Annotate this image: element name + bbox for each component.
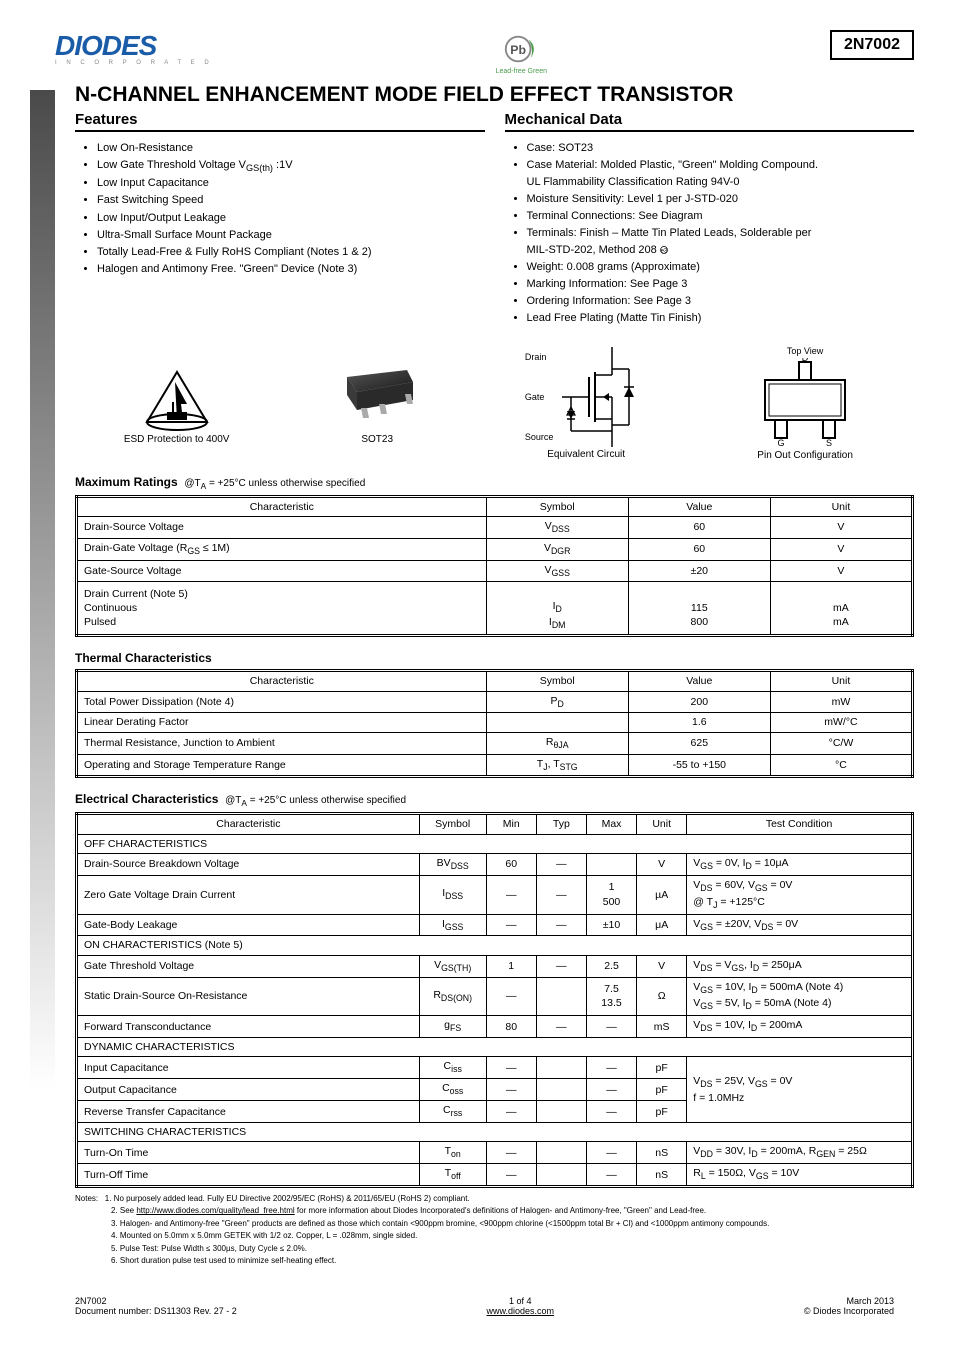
note-line: 6. Short duration pulse test used to min… [55, 1256, 914, 1266]
table-row: Operating and Storage Temperature RangeT… [77, 754, 913, 777]
logo-subtext: I N C O R P O R A T E D [55, 60, 213, 66]
list-item: Moisture Sensitivity: Level 1 per J-STD-… [527, 191, 915, 208]
th-sym: Symbol [486, 496, 628, 516]
svg-text:Pb: Pb [511, 43, 527, 57]
pinout-caption: Pin Out Configuration [757, 450, 853, 461]
list-item: Halogen and Antimony Free. "Green" Devic… [97, 261, 485, 278]
list-item: Low On-Resistance [97, 140, 485, 157]
logo-text: DIODES [55, 30, 213, 62]
mech-list-2: Moisture Sensitivity: Level 1 per J-STD-… [505, 191, 915, 242]
circuit-figure: Drain Gate Source [525, 347, 648, 460]
th-unit: Unit [770, 496, 912, 516]
note-line: 2. See http://www.diodes.com/quality/lea… [55, 1206, 914, 1216]
list-item: Low Gate Threshold Voltage VGS(th) :1V [97, 157, 485, 175]
table-row: Total Power Dissipation (Note 4)PD200mW [77, 691, 913, 713]
svg-text:D: D [802, 358, 809, 363]
list-item: Low Input Capacitance [97, 175, 485, 192]
table-row: Forward TransconductancegFS80——mSVDS = 1… [77, 1016, 913, 1038]
th-char: Characteristic [77, 496, 487, 516]
list-item: Terminal Connections: See Diagram [527, 208, 915, 225]
list-item: Case Material: Molded Plastic, "Green" M… [527, 157, 915, 174]
table-row: Gate-Source VoltageVGSS±20V [77, 560, 913, 582]
leadfree-label: Lead-free Green [496, 68, 547, 75]
table-row: Drain-Source Breakdown VoltageBVDSS60—VV… [77, 853, 913, 875]
table-row: Turn-On TimeTon——nSVDD = 30V, ID = 200mA… [77, 1142, 913, 1164]
mech-list-3: Weight: 0.008 grams (Approximate)Marking… [505, 259, 915, 327]
table-row: Input CapacitanceCiss——pFVDS = 25V, VGS … [77, 1057, 913, 1079]
page-title: N-CHANNEL ENHANCEMENT MODE FIELD EFFECT … [75, 83, 733, 107]
sot23-icon [327, 362, 427, 432]
footer: 2N7002 Document number: DS11303 Rev. 27 … [55, 1296, 914, 1316]
note-line: 5. Pulse Test: Pulse Width ≤ 300µs, Duty… [55, 1244, 914, 1254]
list-item: Lead Free Plating (Matte Tin Finish) [527, 310, 915, 327]
svg-text:G: G [778, 438, 785, 448]
list-item: Ultra-Small Surface Mount Package [97, 227, 485, 244]
mechanical-heading: Mechanical Data [505, 111, 915, 132]
mech-sub2: MIL-STD-202, Method 208 e3 [505, 242, 915, 259]
list-item: Weight: 0.008 grams (Approximate) [527, 259, 915, 276]
electrical-table: Characteristic Symbol Min Typ Max Unit T… [75, 812, 914, 1188]
table-row: Gate Threshold VoltageVGS(TH)1—2.5VVDS =… [77, 955, 913, 977]
sot-figure: SOT23 [327, 362, 427, 445]
table-row: Turn-Off TimeToff——nSRL = 150Ω, VGS = 10… [77, 1164, 913, 1187]
mosfet-icon [557, 347, 647, 447]
list-item: Totally Lead-Free & Fully RoHS Compliant… [97, 244, 485, 261]
footer-url: www.diodes.com [487, 1306, 555, 1316]
footer-page: 1 of 4 [487, 1296, 555, 1306]
thermal-table: Characteristic Symbol Value Unit Total P… [75, 669, 914, 778]
list-item: Fast Switching Speed [97, 192, 485, 209]
logo: DIODES I N C O R P O R A T E D [55, 30, 213, 66]
list-item: Low Input/Output Leakage [97, 210, 485, 227]
part-number-box: 2N7002 [830, 30, 914, 60]
circuit-caption: Equivalent Circuit [547, 449, 625, 460]
table-row: Linear Derating Factor1.6mW/°C [77, 713, 913, 732]
esd-caption: ESD Protection to 400V [124, 434, 230, 445]
table-row: Gate-Body LeakageIGSS——±10μAVGS = ±20V, … [77, 914, 913, 936]
electrical-label: Electrical Characteristics @TA = +25°C u… [55, 792, 914, 808]
table-row: Zero Gate Voltage Drain CurrentIDSS——150… [77, 875, 913, 914]
pb-icon: Pb [502, 30, 540, 68]
table-row: Drain Current (Note 5)ContinuousPulsedID… [77, 582, 913, 636]
gate-label: Gate [525, 392, 554, 402]
table-row: Static Drain-Source On-ResistanceRDS(ON)… [77, 977, 913, 1016]
figure-row: ESD Protection to 400V SOT23 [55, 346, 914, 461]
footer-copy: © Diodes Incorporated [804, 1306, 894, 1316]
drain-label: Drain [525, 352, 554, 362]
features-heading: Features [75, 111, 485, 132]
th-val: Value [628, 496, 770, 516]
svg-text:e3: e3 [660, 249, 667, 255]
list-item: Terminals: Finish – Matte Tin Plated Lea… [527, 225, 915, 242]
list-item: Case: SOT23 [527, 140, 915, 157]
pinout-icon: D G S [745, 358, 865, 448]
esd-icon [137, 362, 217, 432]
note-line: 3. Halogen- and Antimony-free "Green" pr… [55, 1219, 914, 1229]
footer-doc: Document number: DS11303 Rev. 27 - 2 [75, 1306, 237, 1316]
list-item: Marking Information: See Page 3 [527, 276, 915, 293]
pinout-figure: Top View D G S Pin Out Configuration [745, 346, 865, 461]
leadfree-badge: Pb Lead-free Green [496, 30, 547, 75]
footer-date: March 2013 [804, 1296, 894, 1306]
topview-label: Top View [787, 346, 823, 356]
features-list: Low On-ResistanceLow Gate Threshold Volt… [75, 140, 485, 278]
table-row: Thermal Resistance, Junction to AmbientR… [77, 732, 913, 754]
max-ratings-label: Maximum Ratings @TA = +25°C unless other… [55, 475, 914, 491]
sot-caption: SOT23 [361, 434, 393, 445]
source-label: Source [525, 432, 554, 442]
table-row: Drain-Gate Voltage (RGS ≤ 1M)VDGR60V [77, 538, 913, 560]
esd-figure: ESD Protection to 400V [124, 362, 230, 445]
header: DIODES I N C O R P O R A T E D Pb Lead-f… [55, 30, 914, 75]
left-gradient [30, 90, 55, 1090]
note-line: 4. Mounted on 5.0mm x 5.0mm GETEK with 1… [55, 1231, 914, 1241]
svg-text:S: S [826, 438, 832, 448]
max-ratings-table: Characteristic Symbol Value Unit Drain-S… [75, 495, 914, 638]
list-item: Ordering Information: See Page 3 [527, 293, 915, 310]
mech-sub1: UL Flammability Classification Rating 94… [505, 174, 915, 191]
mech-list-1: Case: SOT23Case Material: Molded Plastic… [505, 140, 915, 174]
note-line: Notes: 1. No purposely added lead. Fully… [55, 1194, 914, 1204]
thermal-label: Thermal Characteristics [55, 651, 914, 665]
footer-part: 2N7002 [75, 1296, 237, 1306]
table-row: Drain-Source VoltageVDSS60V [77, 516, 913, 538]
